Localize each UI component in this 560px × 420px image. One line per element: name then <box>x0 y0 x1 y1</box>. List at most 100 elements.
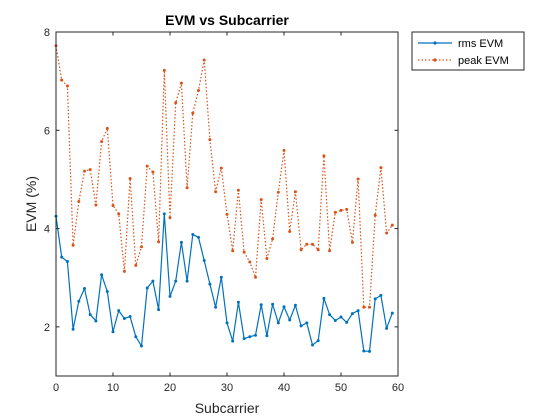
data-point <box>105 289 109 293</box>
legend-label-peak-evm: peak EVM <box>458 55 509 67</box>
data-point <box>328 313 332 317</box>
data-point <box>145 286 149 290</box>
data-point <box>345 207 349 211</box>
data-point <box>71 243 75 247</box>
y-tick-label: 4 <box>44 224 50 236</box>
data-point <box>65 260 69 263</box>
data-point <box>214 305 218 309</box>
data-point <box>345 320 349 324</box>
data-point <box>299 324 303 328</box>
data-point <box>60 255 64 259</box>
x-tick-label: 60 <box>392 382 404 394</box>
data-point <box>236 188 240 192</box>
data-point <box>282 148 286 152</box>
data-point <box>259 303 263 307</box>
data-point <box>248 335 252 339</box>
data-point <box>231 339 235 343</box>
data-point <box>117 309 121 313</box>
data-point <box>100 140 104 144</box>
data-point <box>350 312 354 316</box>
data-point <box>373 297 377 301</box>
data-point <box>122 317 126 320</box>
legend: rms EVM peak EVM <box>411 31 525 71</box>
x-tick-label: 0 <box>53 382 59 394</box>
x-tick-label: 50 <box>335 382 347 394</box>
data-point <box>293 190 297 194</box>
y-tick-label: 6 <box>44 125 50 137</box>
chart-title: EVM vs Subcarrier <box>165 12 289 28</box>
data-point <box>288 230 292 234</box>
data-point <box>225 212 229 216</box>
data-point <box>60 78 64 82</box>
data-point <box>65 84 69 88</box>
data-point <box>145 164 149 168</box>
data-point <box>236 300 240 304</box>
data-point <box>333 210 337 214</box>
data-point <box>305 242 309 246</box>
data-point <box>368 349 371 353</box>
data-point <box>111 330 115 334</box>
data-point <box>339 208 343 212</box>
data-point <box>191 111 195 115</box>
data-point <box>208 138 212 142</box>
data-point <box>122 269 126 273</box>
data-point <box>282 305 286 309</box>
data-point <box>379 293 383 297</box>
data-point <box>179 240 183 244</box>
data-point <box>168 294 172 298</box>
data-point <box>254 275 257 279</box>
data-point <box>231 249 235 253</box>
data-point <box>333 318 337 322</box>
y-tick-label: 8 <box>44 27 50 39</box>
data-point <box>128 315 132 319</box>
data-point <box>311 242 314 246</box>
data-point <box>288 318 292 322</box>
data-point <box>88 168 92 172</box>
data-point <box>77 200 81 204</box>
data-point <box>276 321 280 325</box>
data-point <box>197 235 200 239</box>
data-point <box>356 177 360 181</box>
x-axis-label: Subcarrier <box>195 400 260 416</box>
data-point <box>265 334 269 338</box>
data-point <box>83 169 86 173</box>
data-point <box>316 248 320 252</box>
data-point <box>305 321 309 325</box>
data-point <box>356 309 360 313</box>
data-point <box>322 154 326 158</box>
data-point <box>174 279 178 283</box>
data-point <box>128 176 132 180</box>
data-point <box>197 88 200 92</box>
data-point <box>179 81 183 85</box>
series-1 <box>54 44 394 309</box>
data-point <box>311 343 314 347</box>
legend-label-rms-evm: rms EVM <box>458 38 503 50</box>
data-point <box>202 259 206 263</box>
data-point <box>379 166 383 170</box>
data-point <box>316 339 320 343</box>
data-point <box>140 245 143 249</box>
data-point <box>214 190 218 194</box>
data-point <box>111 203 115 207</box>
data-point <box>362 305 366 309</box>
data-point <box>191 232 195 236</box>
series-0 <box>54 212 394 353</box>
data-point <box>94 203 98 207</box>
legend-box <box>411 31 525 71</box>
series-layer <box>54 44 394 353</box>
data-point <box>157 240 161 244</box>
data-point <box>322 296 326 300</box>
data-point <box>259 198 263 202</box>
data-point <box>151 279 155 283</box>
data-point <box>299 248 303 252</box>
data-point <box>390 311 394 315</box>
data-point <box>368 305 371 309</box>
data-point <box>225 321 229 325</box>
data-point <box>350 240 354 244</box>
data-point <box>88 313 92 317</box>
data-point <box>271 302 275 306</box>
data-point <box>202 58 206 62</box>
legend-marker-rms-evm <box>433 41 437 45</box>
data-point <box>162 212 166 216</box>
data-point <box>208 282 212 286</box>
